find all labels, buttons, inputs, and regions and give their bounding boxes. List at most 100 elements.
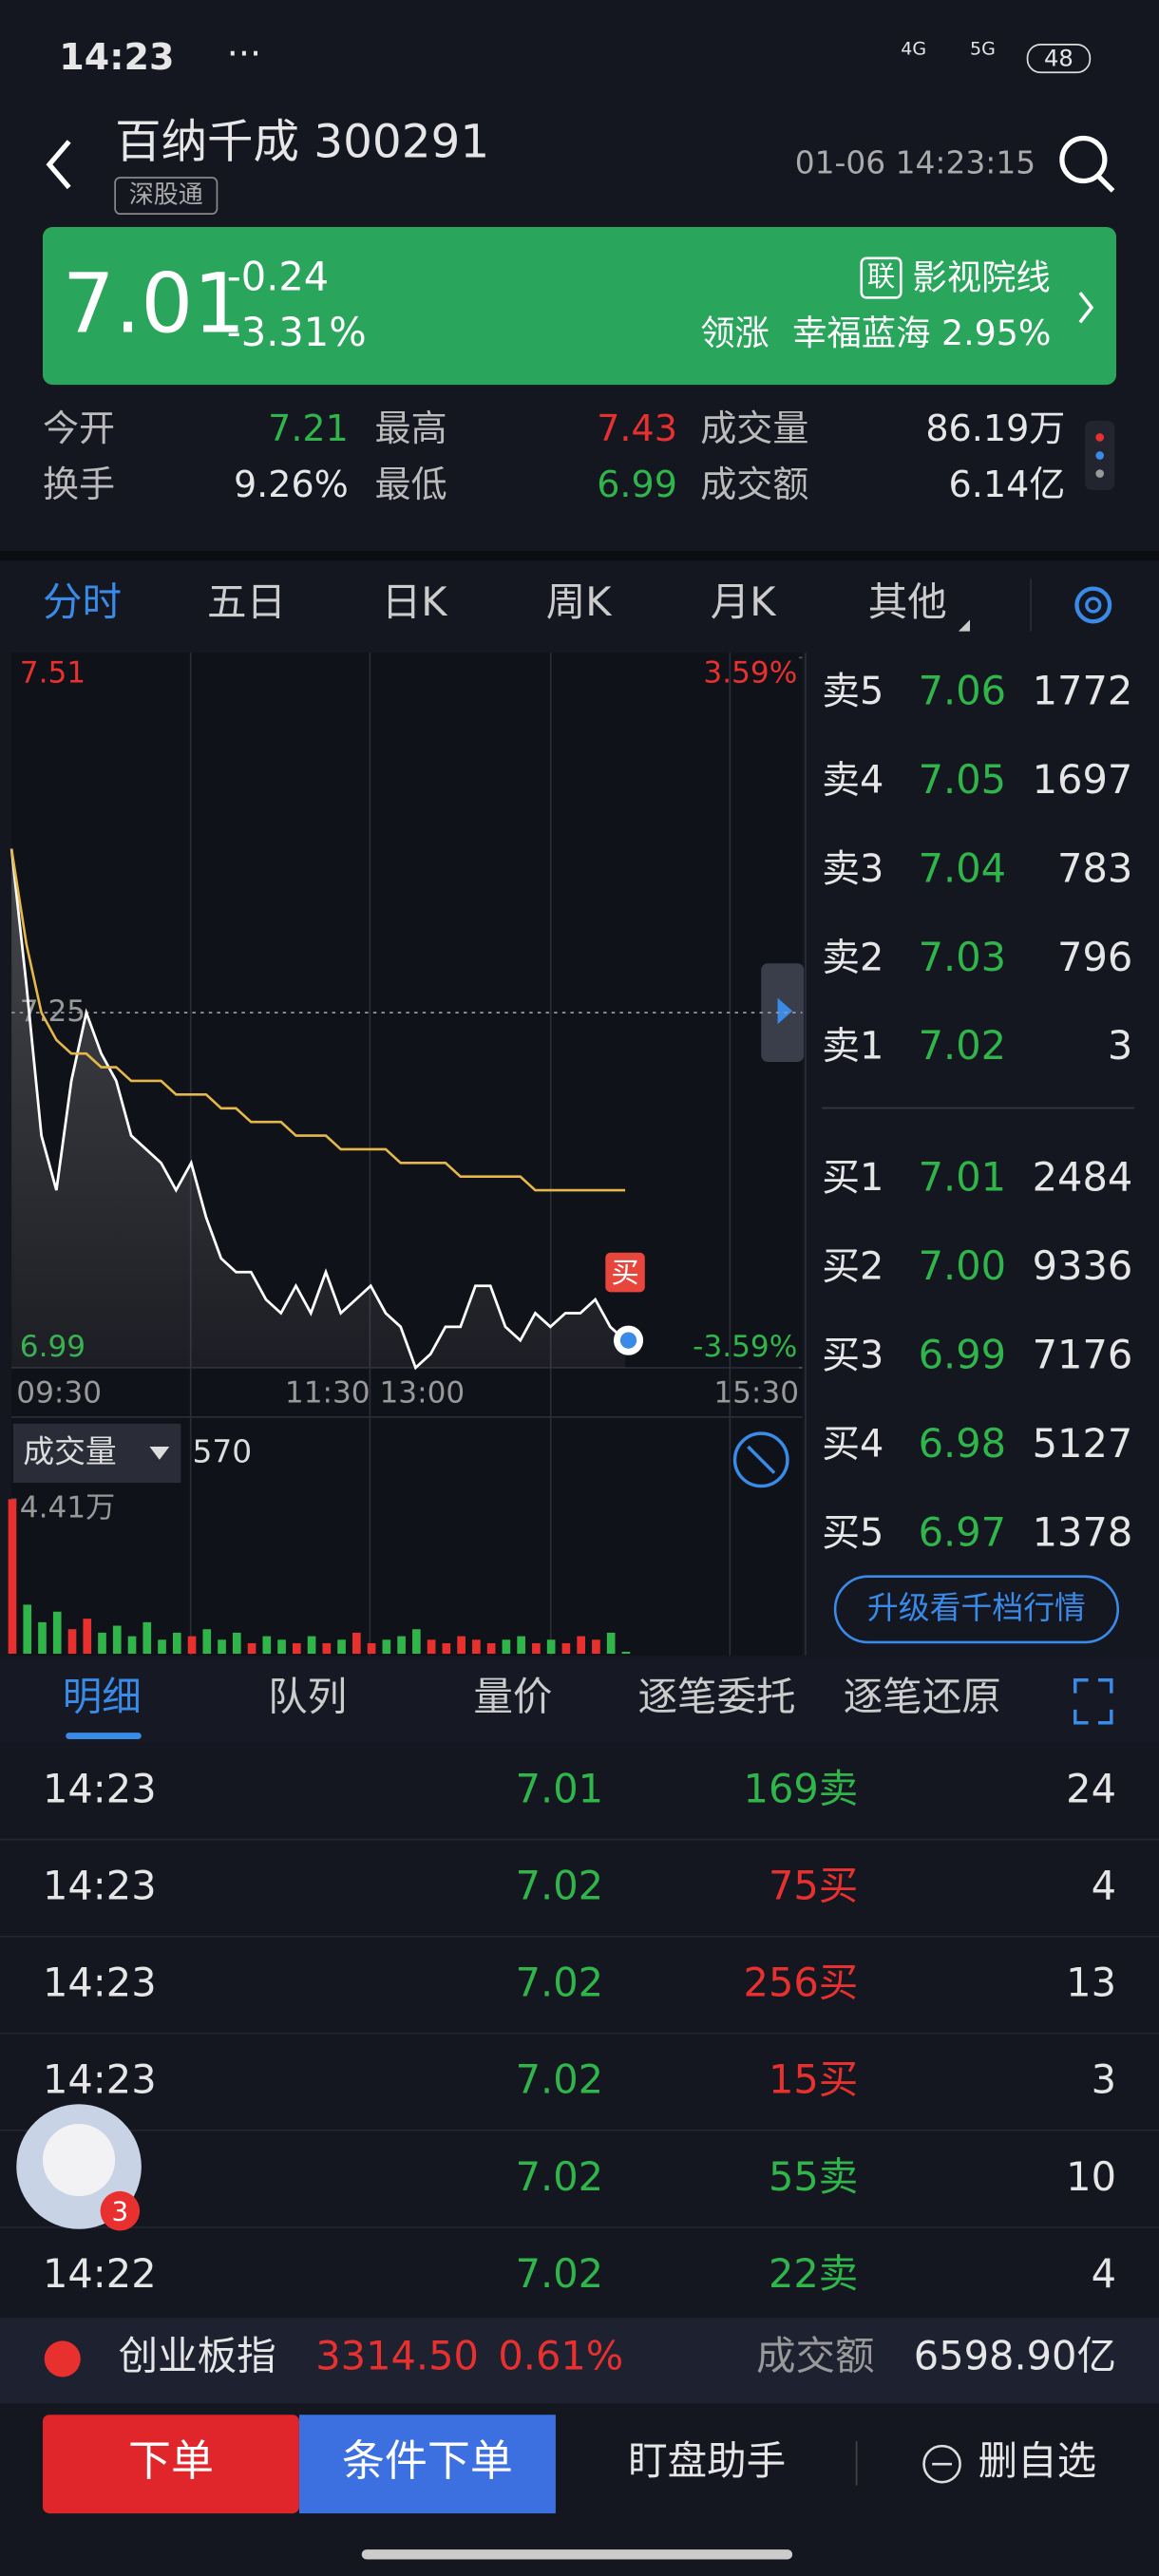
volume-bar [262, 1636, 272, 1655]
stat-label: 换手 [43, 464, 115, 505]
upgrade-button[interactable] [833, 1575, 1120, 1644]
volume-bar [292, 1642, 301, 1655]
detail-tab: 队列 [268, 1673, 347, 1719]
volume-current: 570 [192, 1432, 252, 1469]
stat-label: 今开 [43, 407, 115, 449]
chevron[interactable] [1078, 292, 1094, 324]
book-price: 7.04 [919, 844, 1006, 891]
book-label: 卖1 [822, 1025, 884, 1069]
tab-underline [66, 1733, 142, 1740]
trade-count: 24 [1066, 1765, 1116, 1811]
back-button[interactable] [46, 140, 71, 190]
change-pct: -3.31% [227, 309, 367, 355]
book-volume: 796 [1057, 934, 1132, 980]
divider [0, 550, 1159, 561]
book-volume: 783 [1057, 844, 1132, 891]
volume-selector[interactable] [12, 1423, 181, 1484]
volume-bar [52, 1611, 62, 1655]
x-tick-label: 15:30 [713, 1376, 799, 1411]
book-price: 6.98 [919, 1420, 1006, 1467]
order-button[interactable] [42, 2415, 299, 2514]
stat-value: 9.26% [234, 464, 349, 505]
detail-tab: 明细 [63, 1673, 142, 1719]
volume-bar [83, 1619, 92, 1655]
y-tick-label: 7.51 [20, 656, 86, 691]
book-label: 买1 [822, 1156, 884, 1200]
stock-title: 百纳千成 300291 [115, 115, 489, 168]
trade-price: 7.01 [516, 1765, 603, 1811]
book-volume: 1697 [1033, 756, 1133, 803]
book-label: 卖3 [822, 847, 884, 891]
settings-button[interactable] [1074, 586, 1112, 624]
search-button[interactable] [1059, 135, 1115, 193]
volume-bar [382, 1639, 391, 1655]
detail-tab: 量价 [473, 1673, 552, 1719]
trade-volume: 22卖 [769, 2250, 858, 2297]
trade-count: 13 [1066, 1960, 1116, 2006]
volume-bar [412, 1629, 421, 1655]
tag: 深股通 [129, 181, 203, 210]
volume-bar [232, 1632, 241, 1655]
sector: 影视院线 [912, 256, 1050, 297]
more-dots[interactable] [1085, 421, 1115, 490]
volume-bar [172, 1632, 181, 1655]
index-name: 创业板指 [119, 2332, 276, 2378]
assistant-button[interactable]: 盯盘助手 [628, 2437, 786, 2484]
trade-count: 10 [1066, 2153, 1116, 2200]
battery [1026, 44, 1092, 74]
tab: 周K [546, 578, 614, 625]
volume-bar [517, 1636, 525, 1655]
clock: 14:23 [59, 36, 174, 78]
price-area [11, 848, 626, 1368]
volume-bar [247, 1642, 256, 1655]
book-price: 7.00 [919, 1242, 1006, 1289]
stat-label: 最低 [375, 464, 447, 505]
tab: 其他 [868, 578, 947, 625]
tab: 五日 [207, 578, 286, 625]
book-volume: 7176 [1033, 1332, 1133, 1378]
book-volume: 5127 [1033, 1420, 1133, 1467]
volume-bar [187, 1636, 197, 1655]
trade-volume: 55卖 [769, 2153, 858, 2200]
trade-price: 7.02 [516, 2250, 603, 2297]
trade-time: 14:22 [43, 2250, 157, 2297]
y2-tick-label: -3.59% [693, 1330, 797, 1364]
remove-button[interactable]: 删自选 [978, 2437, 1097, 2484]
average-line [10, 848, 626, 1192]
zoom-button[interactable] [732, 1431, 789, 1488]
dots: ··· [227, 32, 261, 74]
book-label: 买2 [822, 1245, 884, 1289]
network: 5G [970, 39, 996, 60]
volume-bar [142, 1621, 152, 1655]
book-price: 7.06 [919, 667, 1006, 713]
trade-price: 7.02 [516, 1960, 603, 2006]
badge: 联 [867, 260, 895, 293]
index-icon [44, 2340, 81, 2377]
detail-tab-bar [0, 1657, 1159, 1743]
order-label: 下单 [128, 2435, 214, 2486]
trade-time: 14:23 [43, 1960, 157, 2006]
fullscreen-button[interactable] [1074, 1677, 1113, 1725]
current-dot-inner [619, 1332, 637, 1349]
trade-count: 3 [1092, 2056, 1116, 2103]
trade-price: 7.02 [516, 1862, 603, 1908]
tab: 日K [382, 578, 449, 625]
quote-banner [42, 226, 1117, 386]
volume-bar [127, 1636, 137, 1655]
stat-value: 6.99 [597, 464, 677, 505]
volume-bar [277, 1639, 286, 1655]
trade-volume: 75买 [769, 1862, 858, 1908]
expand-arrow [777, 997, 793, 1025]
volume-bar [561, 1642, 571, 1655]
volume-bar [23, 1604, 32, 1655]
book-volume: 9336 [1033, 1242, 1133, 1289]
stat-label: 最高 [375, 407, 447, 449]
book-price: 7.05 [919, 756, 1006, 803]
volume-bar [322, 1642, 332, 1655]
network: 4G [901, 39, 926, 60]
volume-bar [472, 1639, 481, 1655]
volume-bar [397, 1636, 406, 1655]
change: -0.24 [227, 253, 329, 299]
conditional-button[interactable] [298, 2415, 556, 2514]
